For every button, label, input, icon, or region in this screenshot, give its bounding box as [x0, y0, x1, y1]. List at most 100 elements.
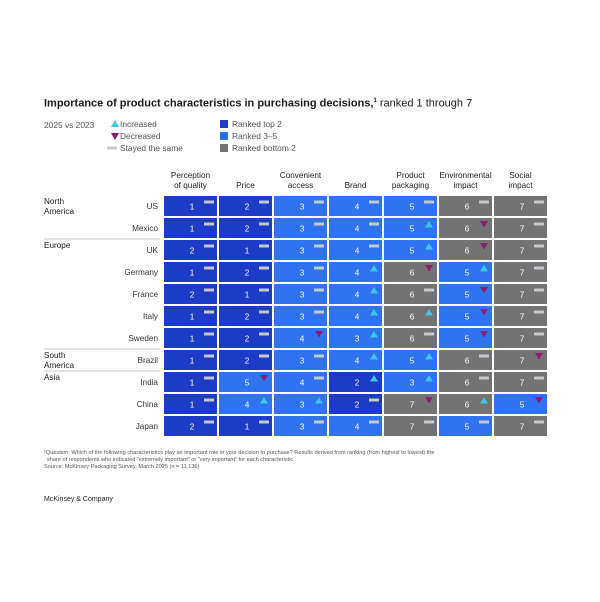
- table-cells: 1 2 3 4 5 6 7 1 2 3 4 5 6 7 2 1 3 4 5 6 7 1 2 3 4 6 5 7 2 1 3 4 6 5 7 1 2 3 4 6…: [164, 196, 547, 436]
- rank-cell: [164, 372, 217, 392]
- rank-cell: [219, 372, 272, 392]
- rank-cell: [329, 240, 382, 260]
- region-label: Asia: [44, 373, 60, 382]
- title-rest: ranked 1 through 7: [376, 97, 473, 110]
- same-marker: [314, 244, 324, 248]
- rank-value: 5: [410, 225, 415, 234]
- rank-value: 1: [245, 247, 250, 256]
- rank-value: 4: [300, 379, 305, 388]
- rank-cell: [329, 262, 382, 282]
- decreased-marker: [315, 331, 323, 338]
- same-marker: [204, 244, 214, 248]
- rank-cell: [384, 240, 437, 260]
- rank-value: 4: [355, 269, 360, 278]
- column-header: impact: [508, 181, 533, 190]
- rank-value: 4: [245, 401, 250, 410]
- title-main: Importance of product characteristics in…: [44, 97, 374, 110]
- rank-value: 1: [190, 225, 195, 234]
- country-label: US: [147, 202, 159, 211]
- same-marker: [314, 266, 324, 270]
- increased-marker: [480, 397, 488, 404]
- country-label: Italy: [143, 312, 159, 321]
- legend-rank-mid-label: Ranked 3–5: [232, 131, 278, 141]
- rank-value: 5: [410, 203, 415, 212]
- rank-value: 7: [520, 269, 525, 278]
- rank-cell: [439, 350, 492, 370]
- same-marker: [259, 200, 269, 204]
- rank-cell: [384, 328, 437, 348]
- decreased-marker: [535, 397, 543, 404]
- legend-rank-mid-swatch: [220, 132, 228, 140]
- rank-cell: [439, 284, 492, 304]
- rank-cell: [439, 240, 492, 260]
- footnote-line-2: share of respondents who indicated “extr…: [47, 457, 295, 464]
- rank-value: 5: [465, 423, 470, 432]
- rank-cell: [329, 394, 382, 414]
- rank-cell: [164, 284, 217, 304]
- rank-cell: [494, 416, 547, 436]
- rank-value: 5: [410, 357, 415, 366]
- rank-value: 1: [190, 313, 195, 322]
- same-marker: [424, 420, 434, 424]
- rank-value: 3: [410, 379, 415, 388]
- row-labels: NorthAmericaUSMexicoEuropeUKGermanyFranc…: [44, 197, 160, 431]
- footnote-line-1: ¹Question: Which of the following charac…: [44, 450, 435, 456]
- rank-cell: [329, 416, 382, 436]
- rank-cell: [219, 240, 272, 260]
- rank-value: 3: [300, 291, 305, 300]
- increased-marker: [315, 397, 323, 404]
- same-marker: [204, 266, 214, 270]
- rank-value: 7: [410, 401, 415, 410]
- rank-value: 2: [190, 423, 195, 432]
- same-marker: [534, 288, 544, 292]
- same-marker: [369, 398, 379, 402]
- increased-marker: [370, 375, 378, 382]
- rank-cell: [164, 328, 217, 348]
- column-header: Product: [396, 171, 425, 180]
- rank-value: 7: [520, 335, 525, 344]
- rank-value: 2: [355, 401, 360, 410]
- same-marker: [314, 354, 324, 358]
- same-marker: [204, 420, 214, 424]
- rank-value: 7: [520, 379, 525, 388]
- rank-value: 3: [300, 203, 305, 212]
- country-label: India: [140, 378, 158, 387]
- same-marker: [534, 310, 544, 314]
- same-marker: [204, 332, 214, 336]
- legend-comparison-label: 2025 vs 2023: [44, 120, 95, 130]
- increased-marker: [425, 243, 433, 250]
- rank-cell: [329, 372, 382, 392]
- column-header: Price: [236, 181, 255, 190]
- rank-value: 3: [300, 401, 305, 410]
- rank-cell: [439, 218, 492, 238]
- rank-cell: [494, 196, 547, 216]
- column-header: of quality: [174, 181, 208, 190]
- rank-cell: [384, 372, 437, 392]
- rank-value: 6: [410, 291, 415, 300]
- same-marker: [534, 266, 544, 270]
- same-marker: [424, 288, 434, 292]
- increased-marker: [425, 353, 433, 360]
- rank-value: 3: [300, 423, 305, 432]
- legend-decreased-marker: [111, 133, 119, 140]
- rank-value: 6: [465, 225, 470, 234]
- rank-cell: [164, 350, 217, 370]
- rank-value: 3: [355, 335, 360, 344]
- region-label: America: [44, 207, 74, 216]
- same-marker: [479, 420, 489, 424]
- increased-marker: [370, 353, 378, 360]
- footnote: ¹Question: Which of the following charac…: [44, 450, 564, 472]
- rank-value: 5: [465, 269, 470, 278]
- legend-rank-top-label: Ranked top 2: [232, 119, 282, 129]
- rank-cell: [384, 262, 437, 282]
- legend-same-marker: [107, 146, 117, 150]
- rank-cell: [274, 218, 327, 238]
- rank-cell: [164, 218, 217, 238]
- increased-marker: [370, 331, 378, 338]
- rank-cell: [274, 394, 327, 414]
- rank-value: 2: [245, 357, 250, 366]
- same-marker: [204, 310, 214, 314]
- rank-value: 4: [355, 313, 360, 322]
